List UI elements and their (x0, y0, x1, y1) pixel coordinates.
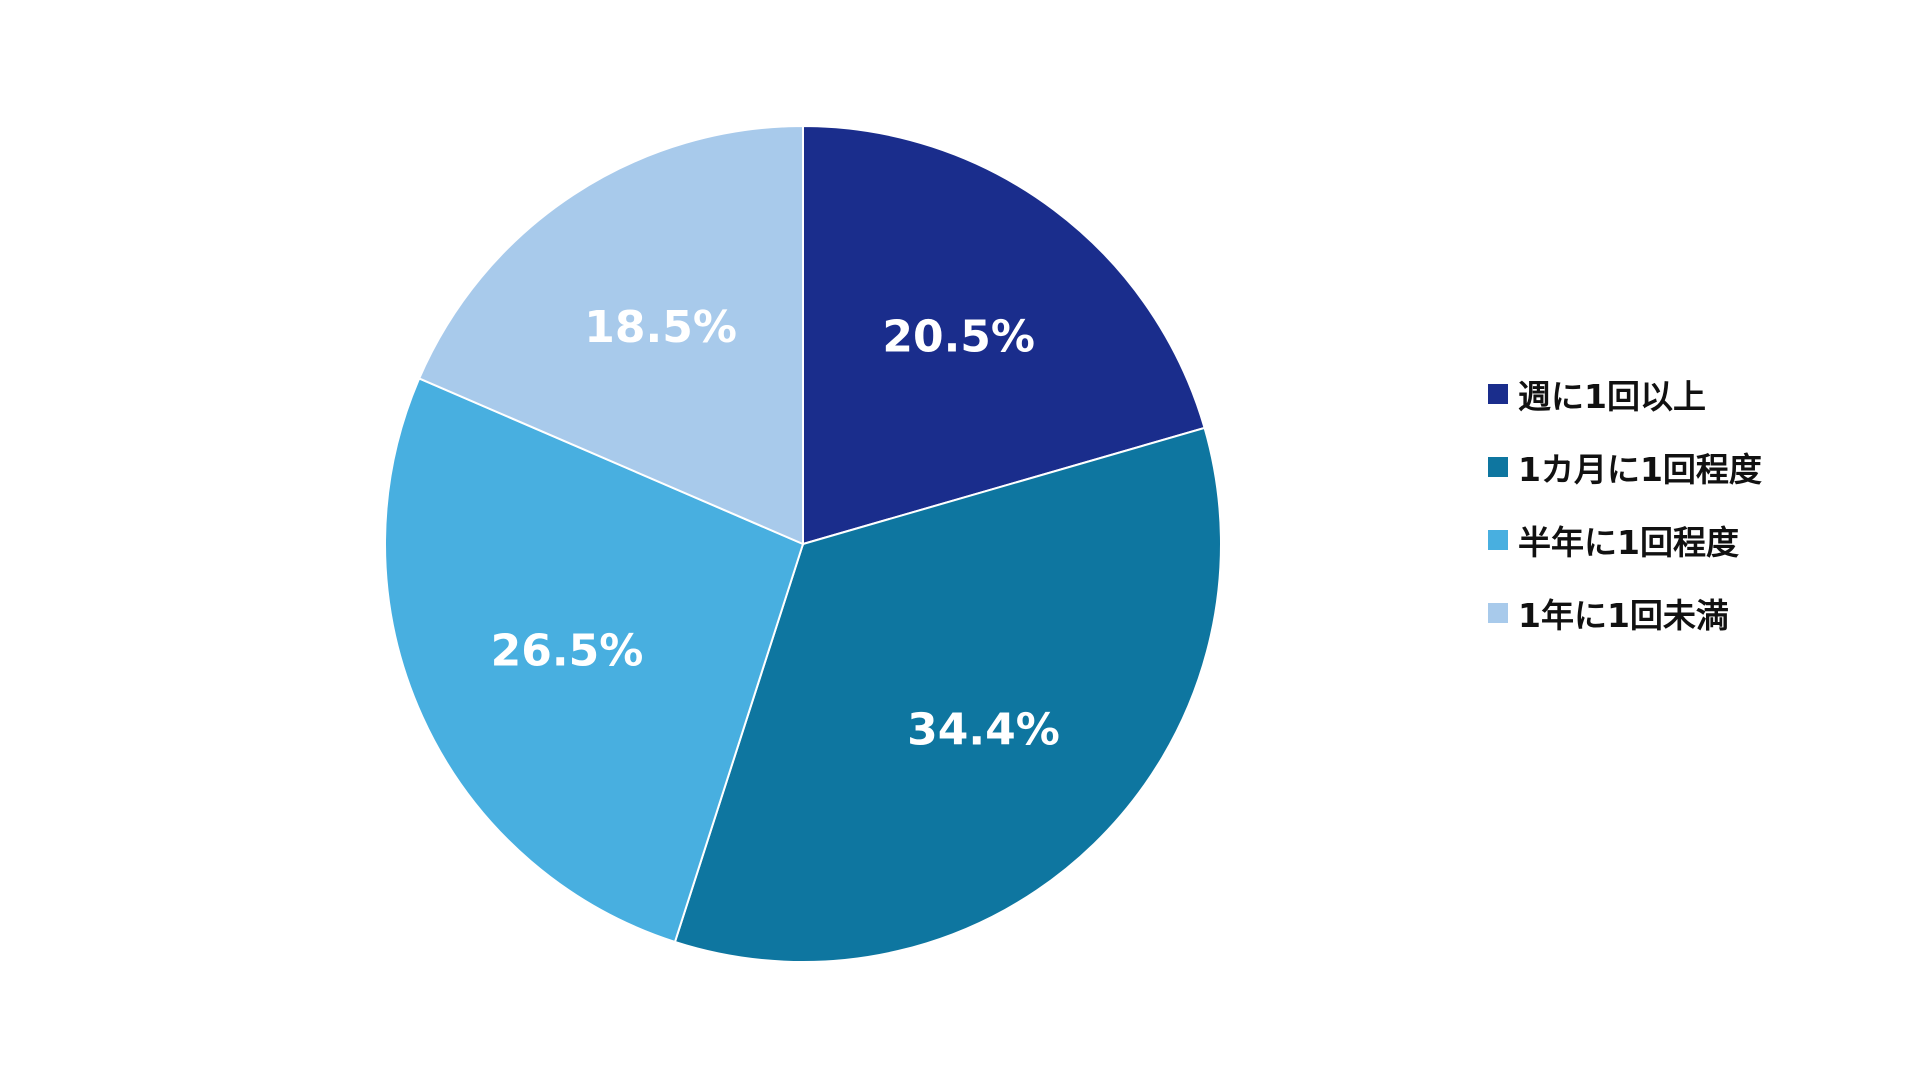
pie-slices (384, 124, 1222, 963)
pie-slice-half-yearly (384, 377, 805, 944)
pie-slice-yearly-less (417, 124, 804, 546)
pie-slice-weekly (802, 124, 1206, 546)
pie-label-weekly: 20.5% (882, 311, 1035, 362)
legend-label-monthly: 1カ月に1回程度 (1518, 450, 1762, 489)
legend-label-yearly-less: 1年に1回未満 (1518, 596, 1729, 635)
legend-swatch-weekly (1488, 384, 1508, 404)
chart-legend: 週に1回以上 1カ月に1回程度 半年に1回程度 1年に1回未満 (1488, 376, 1762, 668)
legend-swatch-half-yearly (1488, 530, 1508, 550)
legend-item-half-yearly: 半年に1回程度 (1488, 522, 1762, 562)
legend-item-monthly: 1カ月に1回程度 (1488, 449, 1762, 489)
pie-slice-monthly (673, 426, 1222, 963)
legend-item-weekly: 週に1回以上 (1488, 376, 1762, 416)
pie-label-half-yearly: 26.5% (491, 626, 644, 677)
legend-label-half-yearly: 半年に1回程度 (1518, 523, 1739, 562)
legend-swatch-monthly (1488, 457, 1508, 477)
pie-label-monthly: 34.4% (907, 705, 1060, 756)
legend-swatch-yearly-less (1488, 603, 1508, 623)
pie-label-yearly-less: 18.5% (584, 302, 737, 353)
pie-value-labels: 20.5% 34.4% 26.5% 18.5% (491, 302, 1060, 756)
legend-item-yearly-less: 1年に1回未満 (1488, 595, 1762, 635)
legend-label-weekly: 週に1回以上 (1518, 377, 1706, 416)
